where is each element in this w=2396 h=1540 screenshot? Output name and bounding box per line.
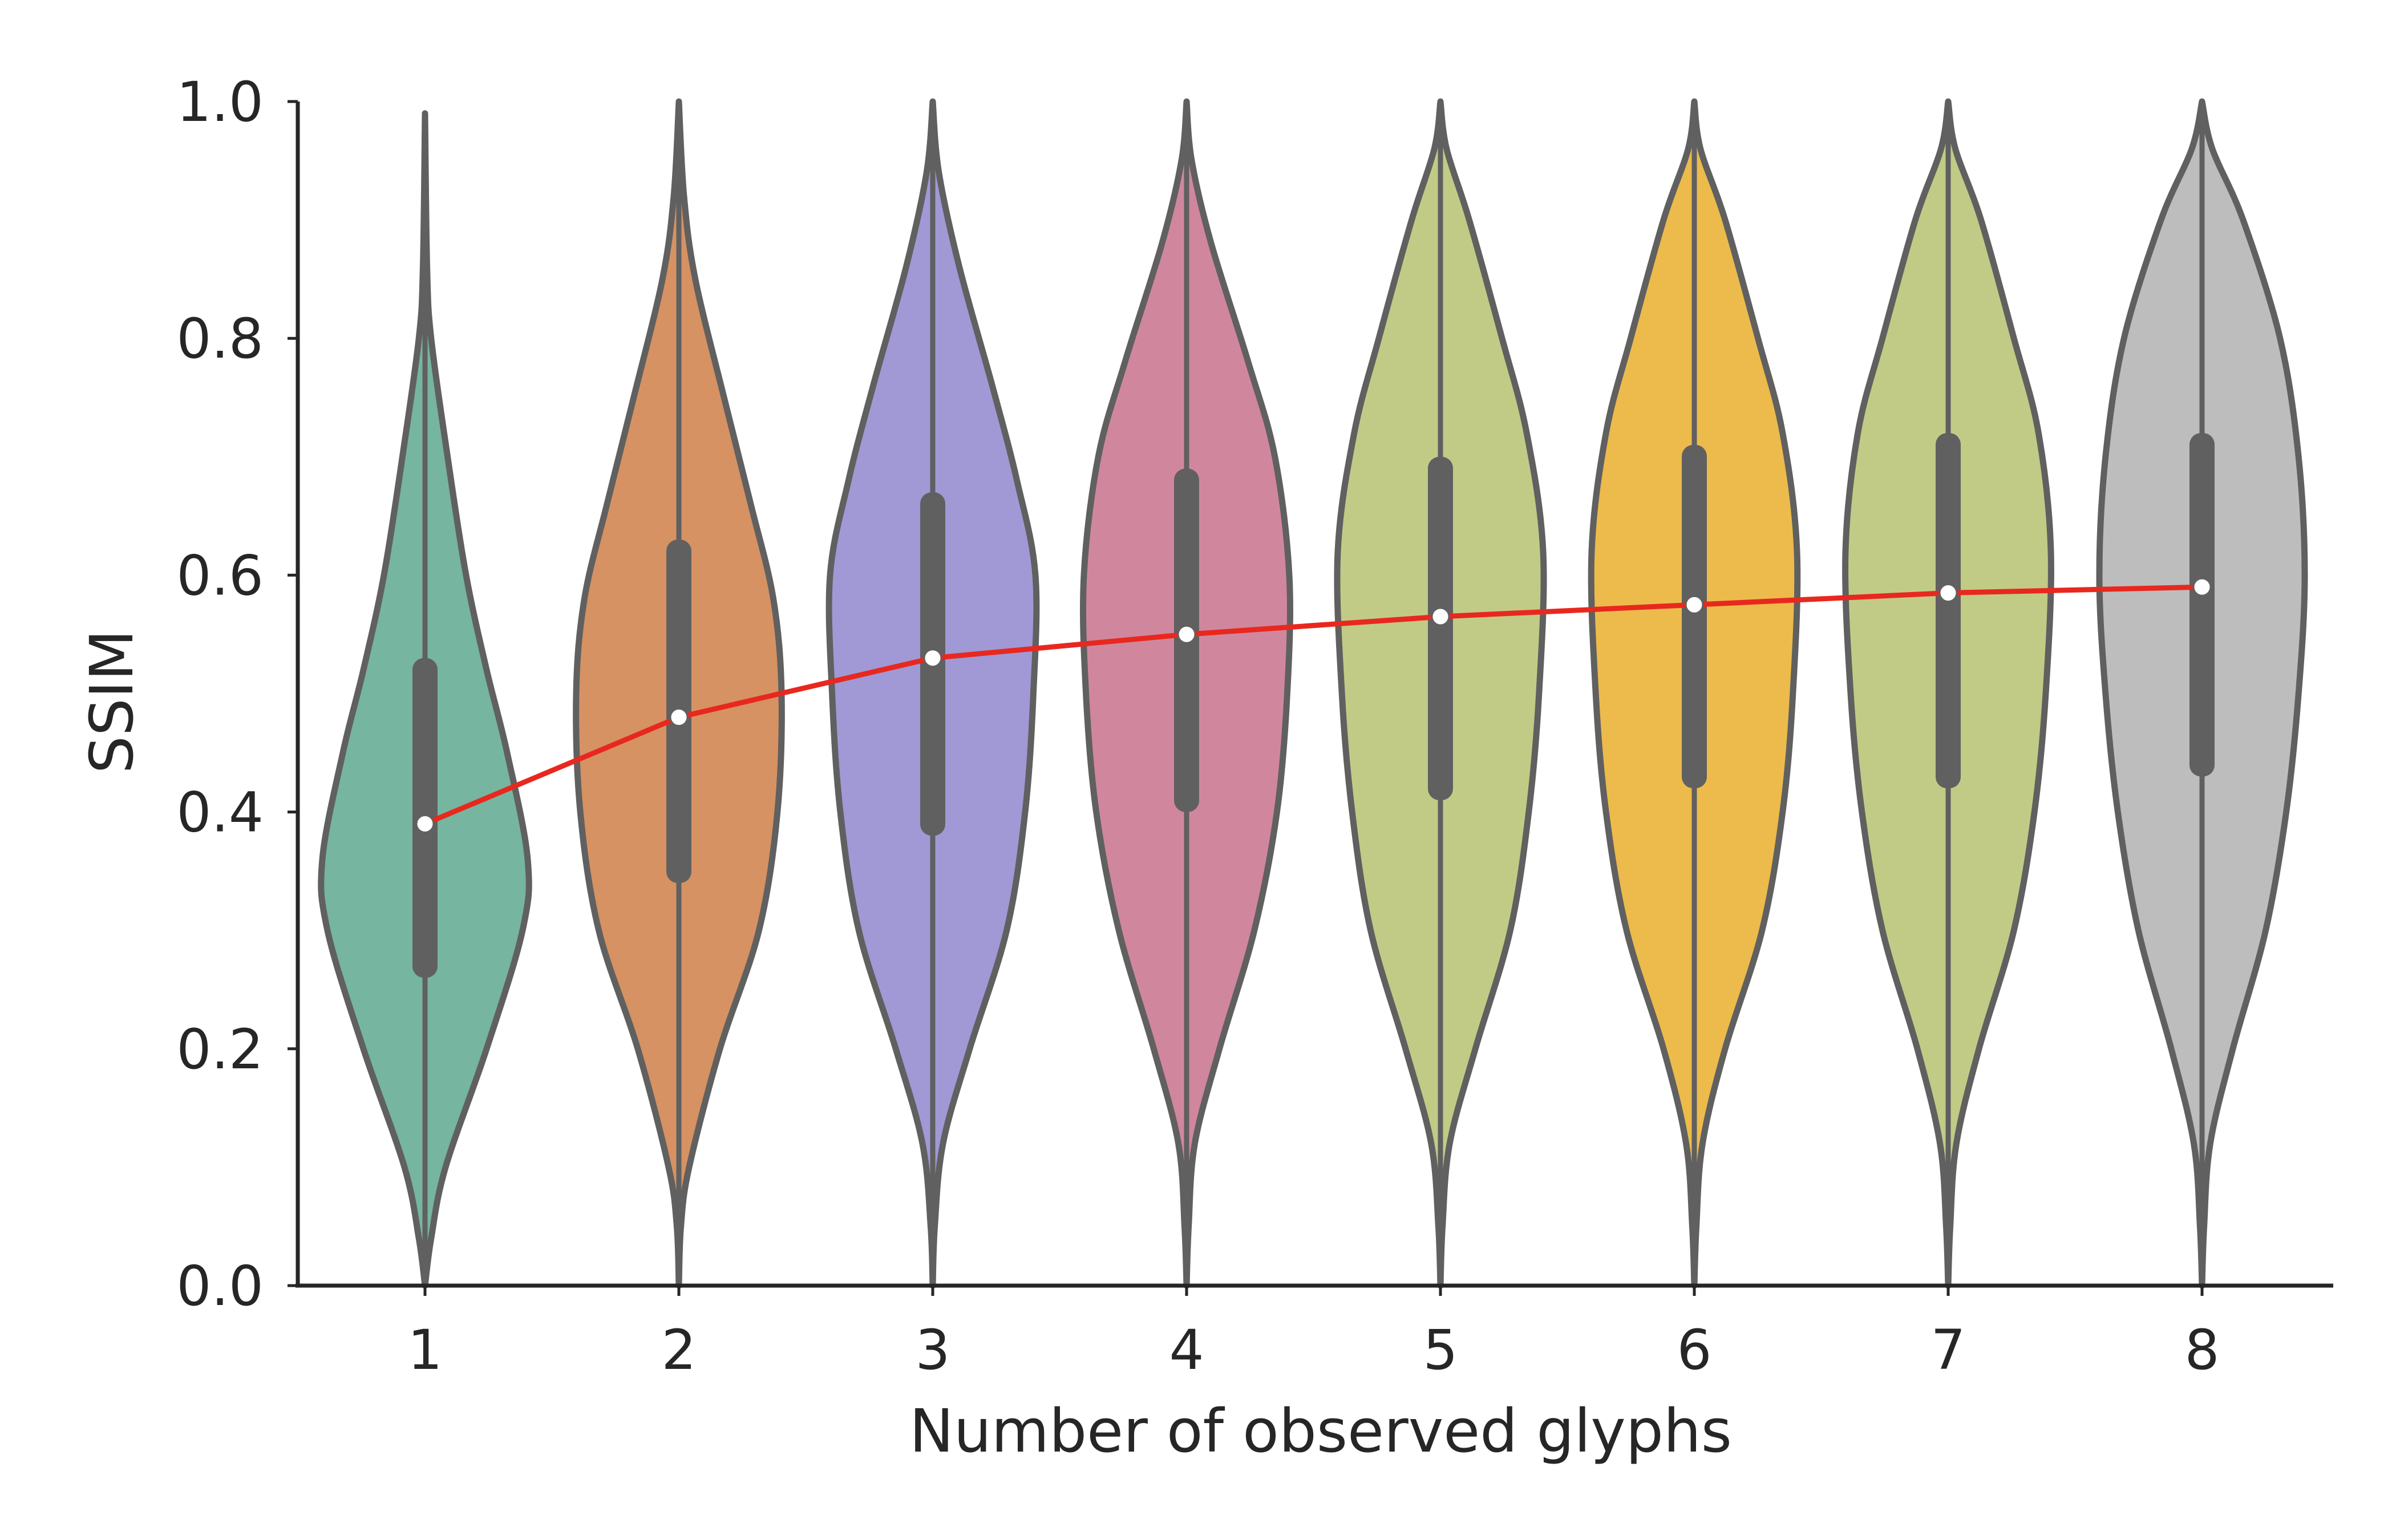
- x-tick-label: 5: [1423, 1318, 1458, 1382]
- violin-iqr-box-5: [1428, 456, 1453, 800]
- median-dot-2: [669, 708, 689, 727]
- x-tick-label: 1: [407, 1318, 442, 1382]
- median-dots-group: [415, 577, 2212, 833]
- violin-3: [825, 98, 1040, 1289]
- axes-group: [296, 102, 2333, 1288]
- violin-iqr-box-6: [1682, 445, 1707, 789]
- median-dot-1: [415, 814, 435, 833]
- violin-iqr-box-8: [2189, 433, 2215, 777]
- violin-4: [1080, 98, 1293, 1289]
- y-tick-label: 0.8: [176, 307, 264, 371]
- y-tick-label: 0.6: [176, 544, 264, 607]
- violin-6: [1588, 98, 1801, 1289]
- x-tick-label: 2: [661, 1318, 696, 1382]
- x-tick-label: 8: [2184, 1318, 2219, 1382]
- x-tick-label: 4: [1169, 1318, 1204, 1382]
- violin-8: [2096, 98, 2308, 1289]
- violin-7: [1842, 98, 2054, 1289]
- median-dot-6: [1685, 595, 1704, 614]
- x-tick-label: 3: [915, 1318, 950, 1382]
- median-dot-3: [923, 649, 942, 668]
- violin-2: [573, 98, 785, 1289]
- violin-5: [1334, 98, 1547, 1289]
- median-dot-4: [1177, 625, 1196, 644]
- y-tick-label: 0.2: [176, 1018, 264, 1081]
- y-axis-label: SSIM: [77, 630, 147, 773]
- y-tick-label: 0.4: [176, 781, 264, 845]
- violin-iqr-box-7: [1936, 433, 1961, 789]
- x-tick-label: 6: [1677, 1318, 1711, 1382]
- y-ticks-group: 0.0 0.2 0.4 0.6 0.8 1.0: [176, 70, 298, 1318]
- median-dot-8: [2192, 577, 2212, 597]
- violins-group: [318, 98, 2308, 1289]
- x-tick-label: 7: [1930, 1318, 1965, 1382]
- y-tick-label: 0.0: [176, 1254, 264, 1318]
- median-dot-7: [1938, 583, 1958, 603]
- x-ticks-group: 1 2 3 4 5 6 7 8: [407, 1286, 2220, 1382]
- median-dot-5: [1431, 607, 1450, 626]
- y-tick-label: 1.0: [176, 70, 264, 134]
- x-axis-label: Number of observed glyphs: [909, 1396, 1732, 1466]
- trend-line: [424, 584, 2203, 826]
- violin-1: [318, 110, 532, 1289]
